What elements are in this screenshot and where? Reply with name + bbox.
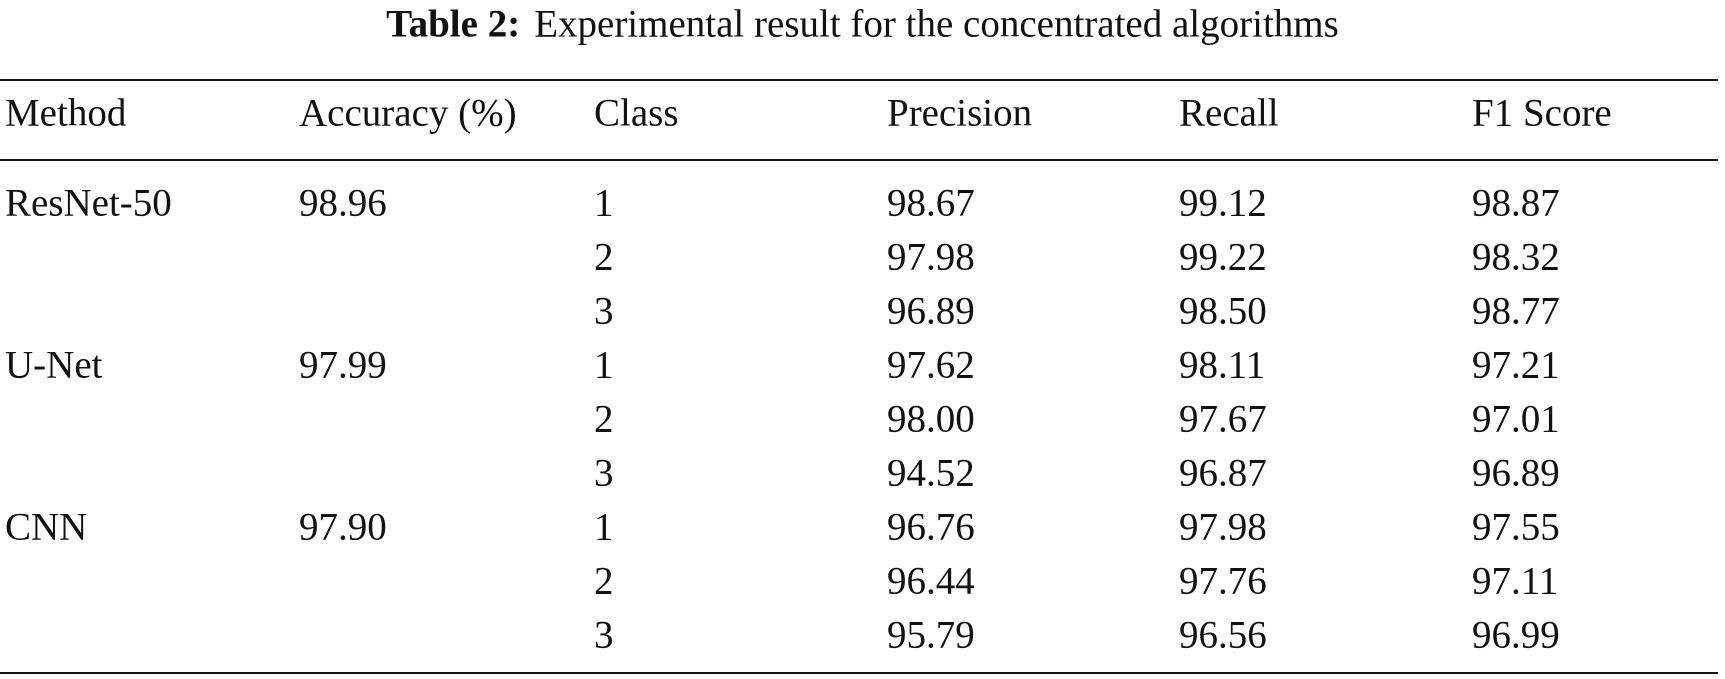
data-cell: 2 <box>594 235 614 279</box>
data-cell: 95.79 <box>887 613 975 657</box>
data-cell: 97.55 <box>1472 505 1560 549</box>
data-cell: 97.98 <box>1179 505 1267 549</box>
data-cell: 3 <box>594 451 614 495</box>
caption: Table 2: Experimental result for the conc… <box>0 5 1725 44</box>
header-rule <box>0 159 1718 161</box>
data-cell: 3 <box>594 613 614 657</box>
header-cell: Class <box>594 91 679 135</box>
header-cell: Accuracy (%) <box>299 91 517 135</box>
header-cell: Precision <box>887 91 1033 135</box>
method-cell: U-Net <box>5 343 103 387</box>
data-cell: 3 <box>594 289 614 333</box>
data-cell: 96.99 <box>1472 613 1560 657</box>
data-cell: 97.11 <box>1472 559 1559 603</box>
data-cell: 2 <box>594 397 614 441</box>
data-cell: 96.56 <box>1179 613 1267 657</box>
data-cell: 2 <box>594 559 614 603</box>
data-cell: 96.76 <box>887 505 975 549</box>
accuracy-cell: 97.99 <box>299 343 387 387</box>
data-cell: 99.22 <box>1179 235 1267 279</box>
data-cell: 98.87 <box>1472 181 1560 225</box>
data-cell: 97.62 <box>887 343 975 387</box>
header-cell: Recall <box>1179 91 1279 135</box>
caption-label: Table 2: <box>386 2 521 46</box>
data-cell: 1 <box>594 343 614 387</box>
data-cell: 97.21 <box>1472 343 1560 387</box>
method-cell: CNN <box>5 505 88 549</box>
data-cell: 98.00 <box>887 397 975 441</box>
data-cell: 98.11 <box>1179 343 1266 387</box>
method-cell: ResNet-50 <box>5 181 172 225</box>
header-cell: Method <box>5 91 127 135</box>
accuracy-cell: 97.90 <box>299 505 387 549</box>
data-cell: 98.67 <box>887 181 975 225</box>
data-cell: 97.98 <box>887 235 975 279</box>
data-cell: 97.01 <box>1472 397 1560 441</box>
data-cell: 97.67 <box>1179 397 1267 441</box>
data-cell: 1 <box>594 505 614 549</box>
data-cell: 96.87 <box>1179 451 1267 495</box>
data-cell: 96.89 <box>887 289 975 333</box>
top-rule <box>0 79 1718 81</box>
data-cell: 98.50 <box>1179 289 1267 333</box>
header-cell: F1 Score <box>1472 91 1612 135</box>
caption-text: Experimental result for the concentrated… <box>534 2 1339 46</box>
data-cell: 94.52 <box>887 451 975 495</box>
data-cell: 97.76 <box>1179 559 1267 603</box>
data-cell: 99.12 <box>1179 181 1267 225</box>
data-cell: 96.44 <box>887 559 975 603</box>
accuracy-cell: 98.96 <box>299 181 387 225</box>
bottom-rule <box>0 672 1718 674</box>
data-cell: 1 <box>594 181 614 225</box>
data-cell: 98.77 <box>1472 289 1560 333</box>
data-cell: 98.32 <box>1472 235 1560 279</box>
data-cell: 96.89 <box>1472 451 1560 495</box>
